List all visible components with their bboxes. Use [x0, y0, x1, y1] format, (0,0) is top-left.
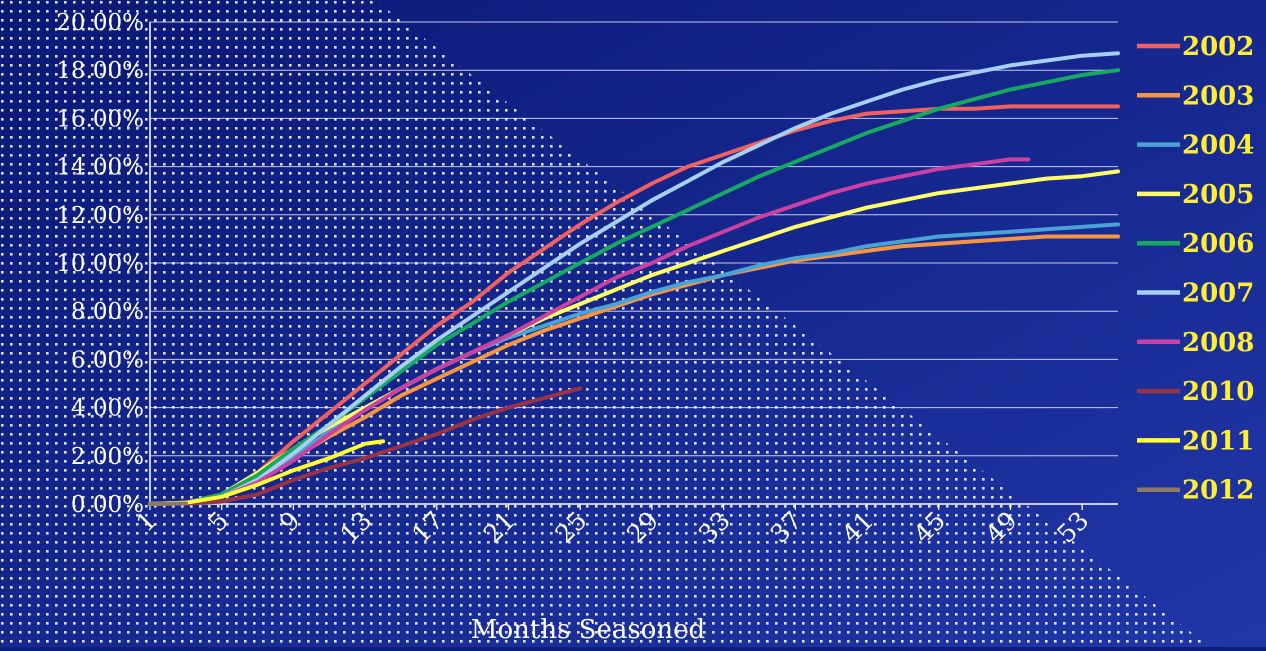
- legend-label: 2004: [1182, 131, 1254, 161]
- legend-label: 2011: [1182, 426, 1254, 456]
- y-tick-label: 2.00%: [71, 444, 144, 470]
- series-line-2010: [148, 386, 583, 506]
- y-tick-label: 16.00%: [56, 106, 144, 132]
- x-axis-label: Months Seasoned: [471, 615, 705, 645]
- y-tick-label: 10.00%: [56, 251, 144, 277]
- legend-label: 2005: [1182, 180, 1254, 210]
- legend-label: 2010: [1182, 377, 1254, 407]
- series-line-2012: [148, 501, 188, 506]
- y-tick-label: 4.00%: [71, 396, 144, 422]
- y-tick-label: 20.00%: [56, 10, 144, 36]
- legend-label: 2006: [1182, 229, 1254, 259]
- y-tick-label: 12.00%: [56, 203, 144, 229]
- series-line-2011: [148, 439, 385, 506]
- series-lines: [148, 51, 1120, 506]
- y-axis-tick-labels: 0.00% 2.00% 4.00% 6.00% 8.00% 10.00% 12.00% 14.…: [56, 10, 144, 518]
- dotted-texture: [0, 0, 1210, 647]
- series-line-2004: [148, 222, 1120, 506]
- y-tick-label: 14.00%: [56, 155, 144, 181]
- legend-label: 2007: [1182, 279, 1254, 309]
- y-tick-label: 18.00%: [56, 58, 144, 84]
- legend-label: 2012: [1182, 476, 1254, 506]
- legend-label: 2003: [1182, 81, 1254, 111]
- y-tick-label: 8.00%: [71, 299, 144, 325]
- series-line-2008: [148, 157, 1031, 506]
- legend-label: 2002: [1182, 32, 1254, 62]
- y-tick-label: 0.00%: [71, 492, 144, 518]
- series-line-2007: [148, 51, 1120, 506]
- y-tick-label: 6.00%: [71, 347, 144, 373]
- legend: 2002 2003 2004 2005 2006 2007 2008 2010 2011 2012: [1137, 32, 1254, 506]
- legend-label: 2008: [1182, 328, 1254, 358]
- series-line-2002: [148, 104, 1120, 506]
